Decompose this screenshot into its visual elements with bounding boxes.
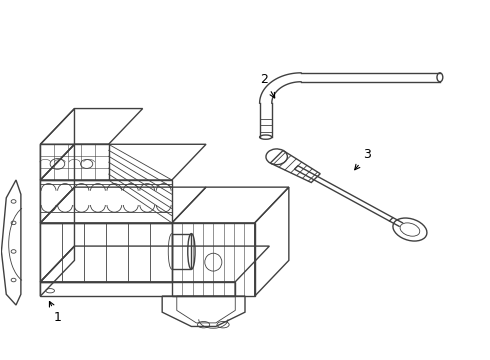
Text: 1: 1 — [49, 301, 61, 324]
Text: 3: 3 — [355, 148, 371, 170]
Text: 2: 2 — [261, 73, 275, 98]
